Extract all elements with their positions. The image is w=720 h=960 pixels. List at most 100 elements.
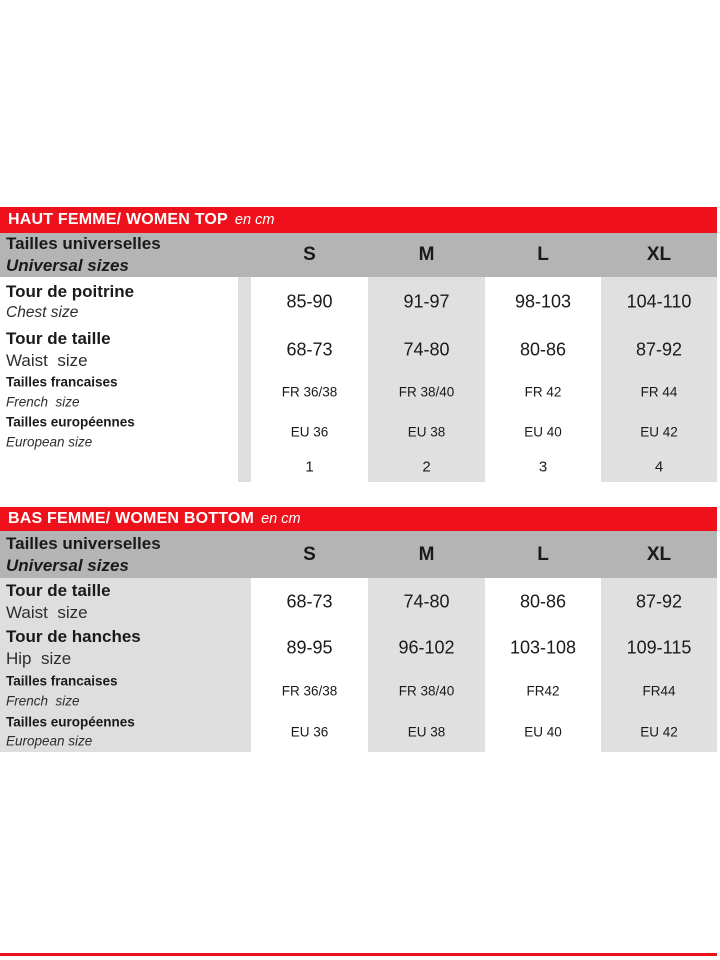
size-index-row: 1 2 3 4 bbox=[0, 452, 717, 482]
row-label-fr: Tailles francaises bbox=[6, 673, 118, 689]
size-value-cell: 74-80 bbox=[403, 339, 450, 359]
row-label-en: Chest size bbox=[6, 303, 79, 321]
row-label: Tour de hanches Hip size bbox=[6, 626, 141, 670]
size-value-cell: FR 42 bbox=[524, 384, 562, 400]
size-value-cell: EU 40 bbox=[524, 424, 562, 440]
row-label: Tour de poitrine Chest size bbox=[6, 281, 134, 323]
table-title-bar: BAS FEMME/ WOMEN BOTTOM en cm bbox=[0, 507, 717, 531]
size-value-cell: 103-108 bbox=[509, 637, 577, 658]
footer-accent-line bbox=[0, 953, 717, 956]
size-value-cell: 68-73 bbox=[286, 339, 333, 359]
size-column-header-l: L bbox=[537, 244, 549, 265]
size-value-cell: EU 38 bbox=[407, 424, 446, 440]
size-value-cell: 80-86 bbox=[519, 591, 567, 611]
measurement-row-chest: Tour de poitrine Chest size 85-90 91-97 … bbox=[0, 277, 717, 327]
size-value-cell: 96-102 bbox=[398, 637, 455, 658]
row-label: Tour de taille Waist size bbox=[6, 579, 111, 623]
column-stripe bbox=[238, 277, 251, 482]
size-value-cell: 85-90 bbox=[286, 291, 333, 312]
table-header-row: Tailles universelles Universal sizes S M… bbox=[0, 531, 717, 578]
size-value-cell: 89-95 bbox=[286, 637, 333, 658]
row-label: Tailles européennes European size bbox=[6, 412, 135, 451]
row-label-en: European size bbox=[6, 434, 93, 449]
row-label-fr: Tailles européennes bbox=[6, 414, 135, 430]
table-title: BAS FEMME/ WOMEN BOTTOM bbox=[8, 510, 255, 527]
size-value-cell: FR 36/38 bbox=[281, 683, 338, 699]
header-label-fr: Tailles universelles bbox=[6, 533, 161, 553]
label-column-stripe bbox=[0, 578, 251, 752]
size-value-cell: 109-115 bbox=[626, 637, 692, 658]
size-value-cell: EU 42 bbox=[640, 424, 678, 440]
measurement-row-french-sizes: Tailles francaises French size FR 36/38 … bbox=[0, 671, 717, 711]
size-value-cell: FR 38/40 bbox=[398, 683, 455, 699]
measurement-row-waist: Tour de taille Waist size 68-73 74-80 80… bbox=[0, 578, 717, 625]
size-column-header-xl: XL bbox=[646, 543, 672, 565]
size-column-header-xl: XL bbox=[646, 244, 672, 265]
table-body: Tour de taille Waist size 68-73 74-80 80… bbox=[0, 578, 717, 752]
size-column-header-m: M bbox=[418, 543, 435, 565]
header-label-fr: Tailles universelles bbox=[6, 233, 161, 253]
table-body: Tour de poitrine Chest size 85-90 91-97 … bbox=[0, 277, 717, 482]
size-column-header-l: L bbox=[537, 543, 549, 565]
header-label: Tailles universelles Universal sizes bbox=[6, 233, 161, 277]
row-label: Tailles européennes European size bbox=[6, 712, 135, 751]
size-value-cell: FR 44 bbox=[640, 384, 678, 400]
size-value-cell: 87-92 bbox=[635, 591, 683, 611]
size-value-cell: EU 38 bbox=[407, 724, 446, 739]
row-label-fr: Tour de taille bbox=[6, 328, 111, 348]
row-label-en: French size bbox=[6, 693, 80, 708]
unit-label: en cm bbox=[234, 212, 275, 228]
size-value-cell: 74-80 bbox=[403, 591, 450, 611]
unit-label: en cm bbox=[261, 511, 301, 527]
size-value-cell: 87-92 bbox=[635, 339, 683, 359]
measurement-row-french-sizes: Tailles francaises French size FR 36/38 … bbox=[0, 372, 717, 412]
header-label-en: Universal sizes bbox=[6, 256, 129, 275]
row-label: Tailles francaises French size bbox=[6, 671, 118, 710]
size-value-cell: EU 36 bbox=[290, 424, 329, 440]
size-index-cell: 2 bbox=[422, 458, 431, 476]
measurement-row-european-sizes: Tailles européennes European size EU 36 … bbox=[0, 412, 717, 452]
size-index-cell: 1 bbox=[305, 458, 314, 476]
column-stripe bbox=[601, 277, 717, 482]
row-label-en: Waist size bbox=[6, 602, 88, 622]
row-label: Tailles francaises French size bbox=[6, 372, 118, 411]
size-column-header-s: S bbox=[303, 543, 316, 565]
row-label-fr: Tailles européennes bbox=[6, 713, 135, 729]
measurement-row-waist: Tour de taille Waist size 68-73 74-80 80… bbox=[0, 327, 717, 372]
row-label-en: European size bbox=[6, 733, 93, 749]
column-stripe bbox=[368, 578, 485, 752]
measurement-row-hip: Tour de hanches Hip size 89-95 96-102 10… bbox=[0, 625, 717, 671]
size-value-cell: FR44 bbox=[642, 683, 676, 699]
size-value-cell: 80-86 bbox=[519, 339, 567, 359]
header-label-en: Universal sizes bbox=[6, 555, 129, 575]
row-label-fr: Tailles francaises bbox=[6, 374, 118, 390]
column-stripe bbox=[368, 277, 485, 482]
row-label-en: French size bbox=[6, 394, 80, 409]
table-title: HAUT FEMME/ WOMEN TOP bbox=[8, 211, 228, 228]
size-value-cell: FR42 bbox=[526, 683, 560, 699]
size-value-cell: EU 42 bbox=[640, 724, 678, 739]
size-value-cell: 104-110 bbox=[626, 291, 692, 312]
size-index-cell: 4 bbox=[654, 458, 664, 476]
size-value-cell: FR 36/38 bbox=[281, 384, 338, 400]
row-label-fr: Tour de taille bbox=[6, 580, 111, 600]
size-index-cell: 3 bbox=[538, 458, 548, 476]
row-label: Tour de taille Waist size bbox=[6, 327, 111, 371]
size-value-cell: EU 36 bbox=[290, 724, 329, 739]
table-header-row: Tailles universelles Universal sizes S M… bbox=[0, 233, 717, 277]
size-column-header-m: M bbox=[418, 244, 435, 265]
row-label-en: Hip size bbox=[6, 649, 72, 668]
size-value-cell: EU 40 bbox=[524, 724, 562, 739]
header-label: Tailles universelles Universal sizes bbox=[6, 532, 161, 576]
table-title-bar: HAUT FEMME/ WOMEN TOP en cm bbox=[0, 207, 717, 233]
row-label-fr: Tour de poitrine bbox=[6, 281, 135, 301]
size-value-cell: 91-97 bbox=[403, 291, 450, 312]
row-label-fr: Tour de hanches bbox=[6, 626, 141, 646]
measurement-row-european-sizes: Tailles européennes European size EU 36 … bbox=[0, 711, 717, 752]
column-stripe bbox=[601, 578, 717, 752]
size-value-cell: 68-73 bbox=[286, 591, 333, 611]
size-column-header-s: S bbox=[303, 244, 316, 265]
size-value-cell: FR 38/40 bbox=[398, 384, 455, 400]
size-value-cell: 98-103 bbox=[514, 291, 572, 312]
